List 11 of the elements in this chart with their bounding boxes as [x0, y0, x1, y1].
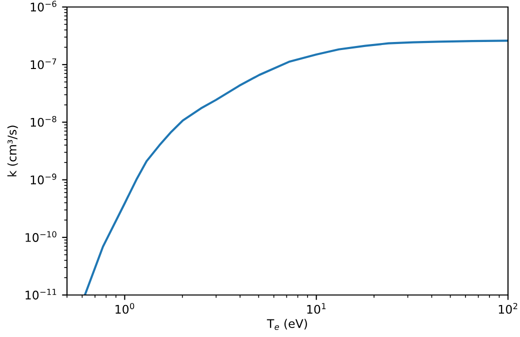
y-tick-label: 10$^{−9}$	[30, 174, 56, 184]
y-tick-label: 10$^{−8}$	[30, 116, 56, 127]
x-axis-title: T$_{e}$ (eV)	[266, 318, 307, 330]
x-tick-label: 10$^{2}$	[498, 302, 518, 314]
y-tick-label: 10$^{−6}$	[30, 0, 56, 12]
x-tick-label: 10$^{1}$	[307, 303, 326, 314]
y-tick-label: 10$^{−10}$	[26, 231, 56, 242]
y-axis-title: k (cm³/s)	[7, 126, 18, 176]
x-tick-label: 10$^{0}$	[116, 302, 134, 314]
y-tick-label: 10$^{−7}$	[30, 58, 56, 70]
y-tick-label: 10$^{−11}$	[26, 288, 56, 300]
